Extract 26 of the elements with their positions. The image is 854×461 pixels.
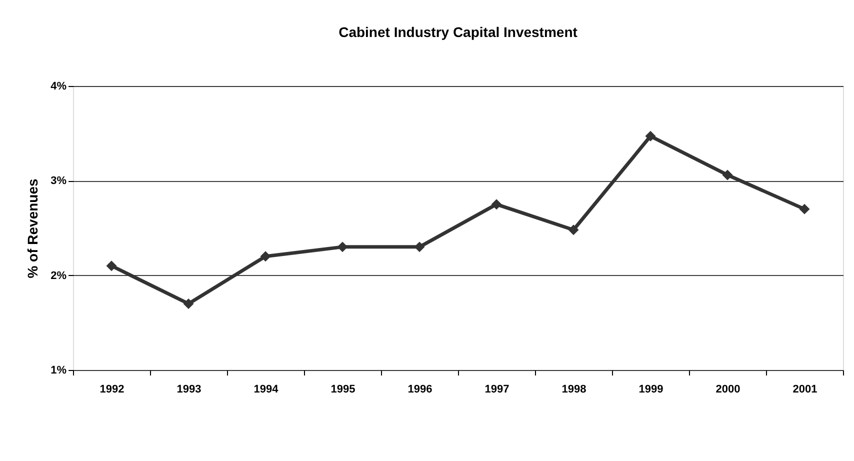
- x-tick-label: 1998: [562, 384, 586, 396]
- point: [722, 170, 733, 180]
- point: [491, 199, 502, 210]
- point: [260, 251, 271, 262]
- point: [183, 298, 194, 309]
- x-tick-label: 1993: [176, 384, 202, 396]
- point: [568, 224, 579, 236]
- x-tick-label: 2001: [792, 384, 818, 396]
- y-axis-title: % of Revenues: [24, 178, 41, 278]
- x-tick-label: 1997: [484, 384, 510, 396]
- point: [414, 242, 425, 252]
- x-tick-label: 1995: [330, 384, 356, 396]
- x-tick-label: 1999: [638, 384, 664, 396]
- point: [106, 260, 117, 272]
- y-tick-label: 2%: [50, 270, 67, 282]
- point: [799, 204, 810, 214]
- x-tick-label: 1994: [254, 384, 280, 396]
- x-tick-label: 1992: [100, 384, 124, 396]
- y-tick-label: 1%: [50, 364, 67, 376]
- point: [645, 130, 656, 142]
- y-tick-label: 3%: [50, 175, 67, 188]
- y-tick-label: 4%: [50, 80, 67, 92]
- x-tick-label: 2000: [716, 384, 740, 396]
- x-tick-label: 1996: [408, 384, 432, 396]
- chart-title: Cabinet Industry Capital Investment: [338, 24, 578, 40]
- point: [337, 242, 348, 252]
